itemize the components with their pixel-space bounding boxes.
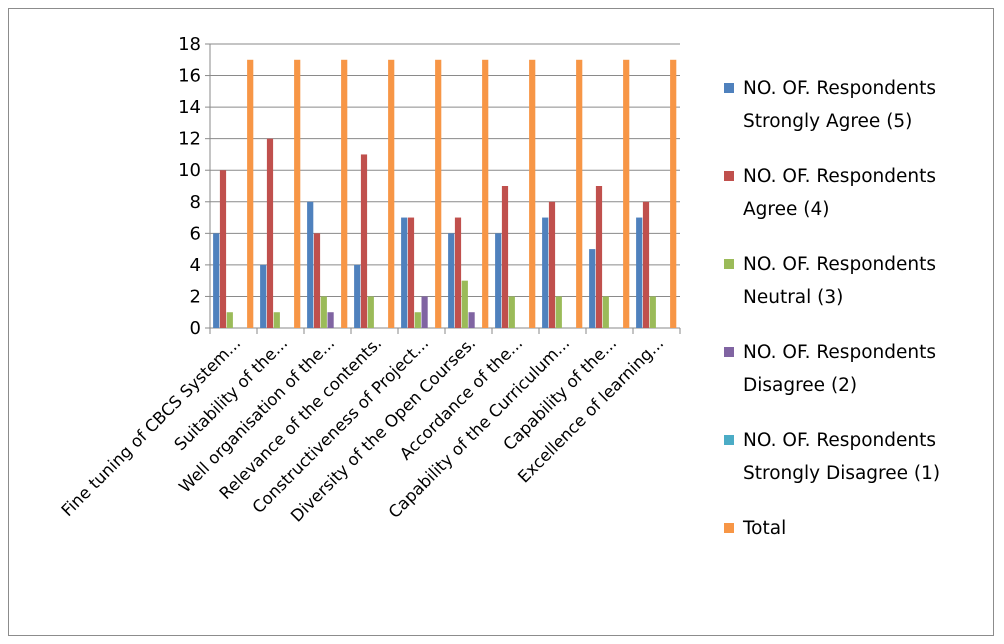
bar bbox=[649, 296, 656, 328]
bar bbox=[307, 201, 314, 328]
bar bbox=[454, 217, 462, 328]
bar bbox=[294, 59, 301, 329]
bar bbox=[589, 249, 596, 328]
bar bbox=[548, 201, 556, 328]
y-tick-label: 4 bbox=[190, 255, 201, 276]
bar bbox=[448, 233, 455, 328]
legend-swatch bbox=[724, 259, 734, 269]
bar bbox=[367, 296, 374, 328]
bar bbox=[247, 59, 254, 329]
y-tick-label: 0 bbox=[190, 318, 201, 339]
y-tick-label: 6 bbox=[190, 223, 201, 244]
bar bbox=[421, 296, 428, 328]
legend-swatch bbox=[724, 171, 734, 181]
bar bbox=[602, 296, 609, 328]
legend-label: Total bbox=[742, 518, 786, 539]
legend-label: NO. OF. Respondents Disagree (2) bbox=[743, 342, 936, 396]
y-tick-label: 8 bbox=[190, 192, 201, 213]
bar bbox=[542, 217, 549, 328]
y-tick-label: 2 bbox=[190, 286, 201, 307]
bar bbox=[636, 217, 643, 328]
bar bbox=[642, 201, 650, 328]
bar bbox=[266, 138, 274, 328]
legend-label: NO. OF. Respondents Neutral (3) bbox=[743, 254, 936, 308]
legend-label: NO. OF. Respondents Strongly Disagree (1) bbox=[743, 430, 940, 484]
bar bbox=[414, 312, 421, 328]
y-tick-label: 18 bbox=[178, 34, 201, 55]
bar bbox=[495, 233, 502, 328]
bar bbox=[501, 186, 509, 328]
bar bbox=[482, 59, 489, 329]
legend-swatch bbox=[724, 347, 734, 357]
bar bbox=[529, 59, 536, 329]
bar bbox=[461, 280, 468, 328]
y-tick-label: 14 bbox=[178, 97, 201, 118]
bar bbox=[576, 59, 583, 329]
y-tick-label: 16 bbox=[178, 66, 201, 87]
y-tick-label: 12 bbox=[178, 129, 201, 150]
bar bbox=[360, 154, 368, 328]
bar bbox=[388, 59, 395, 329]
bar bbox=[341, 59, 348, 329]
x-tick-label: Fine tuning of CBCS System... bbox=[58, 333, 245, 520]
bar bbox=[401, 217, 408, 328]
bar bbox=[670, 59, 677, 329]
bar bbox=[273, 312, 280, 328]
bar bbox=[327, 312, 334, 328]
bar bbox=[354, 264, 361, 328]
bar bbox=[555, 296, 562, 328]
y-tick-label: 10 bbox=[178, 160, 201, 181]
bar bbox=[213, 233, 220, 328]
bar bbox=[508, 296, 515, 328]
bar bbox=[623, 59, 630, 329]
bar bbox=[595, 186, 603, 328]
bar bbox=[226, 312, 233, 328]
bar bbox=[260, 264, 267, 328]
legend-label: NO. OF. Respondents Strongly Agree (5) bbox=[743, 78, 936, 132]
bar bbox=[320, 296, 327, 328]
bar bbox=[435, 59, 442, 329]
legend-swatch bbox=[724, 523, 734, 533]
bar bbox=[219, 170, 227, 328]
legend-label: NO. OF. Respondents Agree (4) bbox=[743, 166, 936, 220]
bar bbox=[313, 233, 321, 328]
legend-swatch bbox=[724, 435, 734, 445]
legend-swatch bbox=[724, 83, 734, 93]
bar bbox=[468, 312, 475, 328]
bar bbox=[407, 217, 415, 328]
